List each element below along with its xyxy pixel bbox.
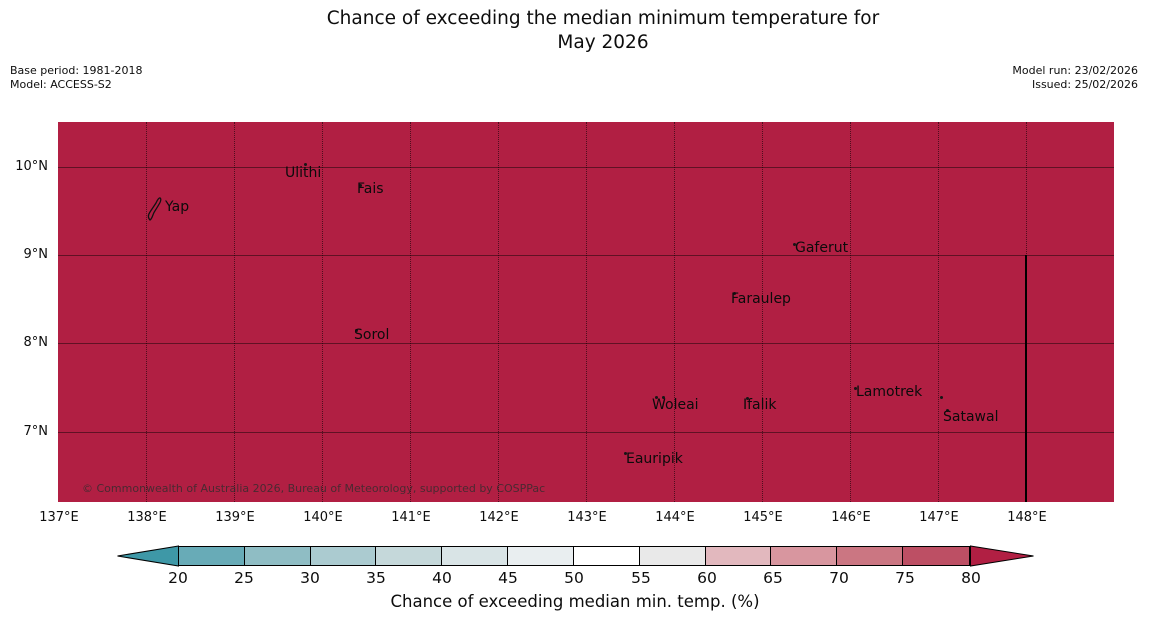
x-tick-137e: 137°E (39, 510, 79, 525)
colorbar-seg-60-65 (705, 547, 772, 565)
colorbar-seg-20-25 (179, 547, 245, 565)
cbar-tick-40: 40 (432, 569, 452, 587)
issued-text: Issued: 25/02/2026 (1031, 77, 1138, 91)
gridline-147e (938, 122, 939, 502)
title-line-2: May 2026 (557, 32, 649, 54)
x-tick-146e: 146°E (831, 510, 871, 525)
island-dot-woleai-2 (662, 396, 665, 399)
page-title: Chance of exceeding the median minimum t… (58, 7, 1148, 55)
model-run-text: Model run: 23/02/2026 (1012, 64, 1138, 77)
x-tick-142e: 142°E (479, 510, 519, 525)
model-name-text: Model: ACCESS-S2 (10, 77, 112, 91)
cbar-tick-70: 70 (829, 569, 849, 587)
map-canvas: Yap Ulithi Fais Sorol Gaferut Faraulep W… (58, 122, 1114, 502)
island-label-gaferut: Gaferut (795, 240, 849, 256)
colorbar-seg-70-75 (837, 547, 904, 565)
cbar-tick-35: 35 (366, 569, 386, 587)
colorbar-seg-40-45 (442, 547, 509, 565)
x-tick-140e: 140°E (303, 510, 343, 525)
gridline-140e (322, 122, 323, 502)
gridline-10n (58, 167, 1114, 168)
gridline-142e (498, 122, 499, 502)
colorbar-body (178, 546, 970, 566)
island-dot-faraulep (733, 292, 736, 295)
gridline-8n (58, 343, 1114, 344)
island-label-eauripik: Eauripik (626, 451, 683, 467)
run-info: Model run: 23/02/2026 Issued: 25/02/2026 (1012, 64, 1138, 92)
gridline-138e (146, 122, 147, 502)
island-label-woleai: Woleai (652, 397, 699, 413)
x-tick-138e: 138°E (127, 510, 167, 525)
island-label-faraulep: Faraulep (731, 291, 791, 307)
gridline-7n (58, 432, 1114, 433)
colorbar-seg-45-50 (508, 547, 574, 565)
x-tick-144e: 144°E (655, 510, 695, 525)
island-label-yap: Yap (165, 199, 190, 215)
colorbar-right-arrow (970, 545, 1034, 567)
colorbar-left-arrow-shape (117, 545, 179, 567)
model-info: Base period: 1981-2018 Model: ACCESS-S2 (10, 64, 142, 92)
colorbar-label: Chance of exceeding median min. temp. (%… (390, 592, 760, 611)
x-tick-141e: 141°E (391, 510, 431, 525)
gridline-145e (762, 122, 763, 502)
gridline-9n (58, 255, 1114, 256)
x-tick-145e: 145°E (743, 510, 783, 525)
colorbar-seg-35-40 (376, 547, 443, 565)
y-tick-8n: 8°N (23, 335, 49, 350)
cbar-tick-50: 50 (564, 569, 584, 587)
island-dot-ifalik (746, 397, 749, 400)
y-tick-9n: 9°N (23, 247, 49, 262)
base-period-text: Base period: 1981-2018 (10, 64, 143, 77)
gridline-144e (674, 122, 675, 502)
cbar-tick-55: 55 (631, 569, 651, 587)
colorbar-seg-55-60 (639, 547, 706, 565)
cbar-tick-25: 25 (234, 569, 254, 587)
island-dot-eauripik (624, 452, 627, 455)
island-dot-woleai-1 (655, 396, 658, 399)
cbar-tick-60: 60 (697, 569, 717, 587)
island-dot-lamotrek (854, 387, 857, 390)
gridline-146e (850, 122, 851, 502)
colorbar-seg-50-55 (573, 547, 640, 565)
x-tick-143e: 143°E (567, 510, 607, 525)
cbar-tick-20: 20 (168, 569, 188, 587)
island-label-satawal: Satawal (943, 409, 999, 425)
colorbar-seg-30-35 (310, 547, 377, 565)
gridline-141e (410, 122, 411, 502)
state-boundary-line (1025, 255, 1027, 502)
y-tick-10n: 10°N (15, 159, 48, 174)
island-dot-ulithi (304, 163, 307, 166)
island-dot-fais (359, 184, 362, 187)
island-label-ulithi: Ulithi (285, 165, 322, 181)
islet-dot (940, 396, 943, 399)
island-label-fais: Fais (357, 181, 384, 197)
colorbar-left-arrow (117, 545, 179, 567)
colorbar-right-arrow-shape (970, 545, 1034, 567)
gridline-143e (586, 122, 587, 502)
copyright-text: © Commonwealth of Australia 2026, Bureau… (82, 482, 546, 495)
title-line-1: Chance of exceeding the median minimum t… (326, 8, 880, 29)
colorbar-seg-25-30 (244, 547, 311, 565)
colorbar (116, 545, 1035, 567)
island-label-sorol: Sorol (354, 327, 390, 343)
x-tick-147e: 147°E (919, 510, 959, 525)
island-label-ifalik: Ifalik (743, 397, 777, 413)
island-dot-satawal (946, 409, 949, 412)
island-dot-sorol (355, 329, 358, 332)
cbar-tick-30: 30 (300, 569, 320, 587)
gridline-139e (234, 122, 235, 502)
x-tick-148e: 148°E (1007, 510, 1047, 525)
colorbar-seg-65-70 (771, 547, 838, 565)
cbar-tick-75: 75 (895, 569, 915, 587)
island-dot-gaferut (793, 243, 796, 246)
x-tick-139e: 139°E (215, 510, 255, 525)
yap-island-outline (147, 197, 162, 221)
colorbar-seg-75-80 (903, 547, 969, 565)
cbar-tick-80: 80 (961, 569, 981, 587)
cbar-tick-65: 65 (763, 569, 783, 587)
cbar-tick-45: 45 (498, 569, 518, 587)
y-tick-7n: 7°N (23, 424, 49, 439)
island-label-lamotrek: Lamotrek (856, 384, 923, 400)
